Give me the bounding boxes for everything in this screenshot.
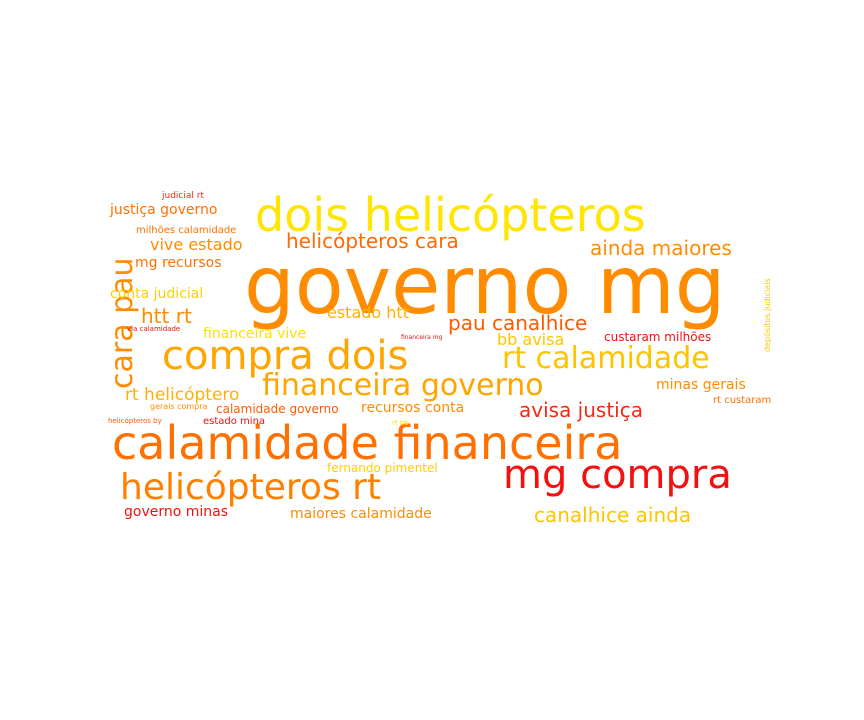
word-helicopteros-cara: helicópteros cara: [286, 229, 459, 253]
word-justica-governo: justiça governo: [110, 202, 218, 218]
word-cara-pau: cara pau: [105, 257, 140, 389]
word-htt-rt: htt rt: [141, 304, 192, 328]
word-calamidade-financeira: calamidade financeira: [112, 416, 623, 470]
word-mg-recursos: mg recursos: [135, 255, 222, 271]
word-rt-custaram: rt custaram: [713, 395, 772, 406]
word-minas-gerais: minas gerais: [656, 377, 746, 393]
word-vive-estado: vive estado: [150, 235, 243, 254]
word-depositos-judiciais: depósitos judiciais: [763, 278, 772, 352]
word-helicopteros-by: helicópteros by: [108, 417, 162, 425]
word-avisa-justica: avisa justiça: [519, 398, 643, 422]
word-helicopteros-rt: helicópteros rt: [120, 467, 382, 508]
word-rt-bb: rt bb: [392, 419, 409, 427]
word-estado-htt: estado htt: [327, 303, 409, 322]
word-financeira-mg: financeira mg: [401, 334, 443, 341]
word-pau-canalhice: pau canalhice: [448, 311, 588, 335]
word-recursos-conta: recursos conta: [361, 400, 465, 416]
word-rt-helicoptero: rt helicóptero: [125, 385, 240, 405]
word-via-calamidade: via calamidade: [127, 325, 181, 333]
word-bb-avisa: bb avisa: [497, 330, 565, 349]
word-financeira-governo: financeira governo: [262, 368, 544, 403]
word-maiores-calamidade: maiores calamidade: [290, 506, 432, 522]
word-conta-judicial: conta judicial: [110, 286, 204, 302]
word-judicial-rt: judicial rt: [162, 191, 204, 201]
word-governo-mg: governo mg: [244, 239, 726, 332]
word-dois-helicopteros: dois helicópteros: [255, 188, 646, 242]
word-fernando-pimentel: fernando pimentel: [327, 461, 438, 475]
word-custaram-milhoes: custaram milhões: [604, 330, 712, 344]
word-financeira-vive: financeira vive: [203, 326, 307, 342]
word-governo-minas: governo minas: [124, 504, 229, 520]
word-milhoes-calamidade: milhões calamidade: [136, 225, 237, 236]
word-canalhice-ainda: canalhice ainda: [534, 503, 692, 527]
word-rt-calamidade: rt calamidade: [502, 341, 710, 376]
word-gerais-compra: gerais compra: [150, 402, 208, 411]
word-mg-compra: mg compra: [503, 452, 732, 498]
word-ainda-maiores: ainda maiores: [590, 236, 732, 260]
word-compra-dois: compra dois: [162, 333, 409, 379]
word-calamidade-governo: calamidade governo: [216, 402, 339, 416]
word-estado-mina: estado mina: [203, 416, 266, 427]
